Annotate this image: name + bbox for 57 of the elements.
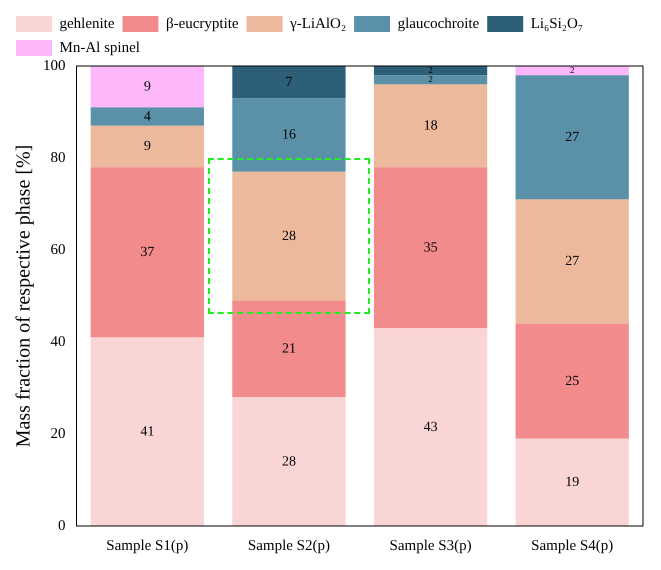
- y-tick-label: 80: [50, 150, 66, 166]
- bar: [232, 397, 346, 526]
- legend-label: glaucochroite: [398, 16, 480, 32]
- y-tick-label: 20: [50, 426, 66, 442]
- data-label: 28: [282, 228, 296, 244]
- data-label: 18: [424, 118, 438, 134]
- bar: [374, 167, 488, 328]
- bar: [232, 66, 346, 98]
- data-label: 21: [282, 342, 296, 357]
- bar: [90, 66, 204, 108]
- legend-label: gehlenite: [60, 16, 115, 32]
- y-tick-label: 0: [58, 518, 66, 534]
- data-label: 2: [428, 74, 433, 84]
- bar: [374, 84, 488, 168]
- data-label: 2: [570, 64, 574, 75]
- data-label: 25: [565, 374, 580, 389]
- bar: [232, 172, 346, 301]
- bar: [90, 337, 204, 526]
- bar: [374, 328, 488, 526]
- x-tick-label: Sample S4(p): [531, 538, 614, 554]
- x-tick-label: Sample S3(p): [390, 538, 472, 554]
- legend-label: Mn-Al spinel: [60, 40, 140, 56]
- data-label: 37: [140, 244, 154, 260]
- data-label: 19: [565, 474, 580, 490]
- legend-label: γ-LiAlO₂: [289, 16, 346, 32]
- bar: [90, 107, 204, 126]
- y-tick-label: 100: [43, 58, 66, 74]
- data-label: 4: [144, 109, 151, 124]
- data-label: 2: [428, 64, 433, 75]
- bar: [374, 66, 488, 76]
- data-label: 9: [144, 139, 151, 154]
- bar: [516, 438, 629, 526]
- bar: [516, 324, 629, 439]
- bar: [90, 167, 204, 338]
- bar: [516, 75, 629, 200]
- y-tick-label: 60: [50, 242, 66, 258]
- data-label: 27: [565, 254, 580, 270]
- bar: [516, 199, 629, 324]
- data-label: 35: [424, 240, 438, 256]
- legend-label: Li₆Si₂O₇: [530, 16, 584, 32]
- y-axis-title: Mass fraction of respective phase [%]: [12, 144, 34, 448]
- data-label: 16: [282, 128, 296, 143]
- data-label: 41: [140, 424, 154, 440]
- bar: [374, 75, 488, 84]
- bar: [232, 300, 346, 398]
- bar: [516, 66, 629, 76]
- legend-label: β-eucryptite: [166, 16, 239, 32]
- data-label: 43: [424, 420, 438, 435]
- x-tick-label: Sample S2(p): [248, 538, 330, 554]
- data-label: 9: [144, 79, 151, 94]
- x-tick-label: Sample S1(p): [106, 538, 188, 554]
- y-tick-label: 40: [50, 334, 66, 350]
- data-label: 28: [282, 454, 296, 470]
- bar: [90, 126, 204, 168]
- bar: [232, 98, 346, 172]
- data-label: 27: [565, 130, 580, 145]
- data-label: 7: [285, 74, 292, 90]
